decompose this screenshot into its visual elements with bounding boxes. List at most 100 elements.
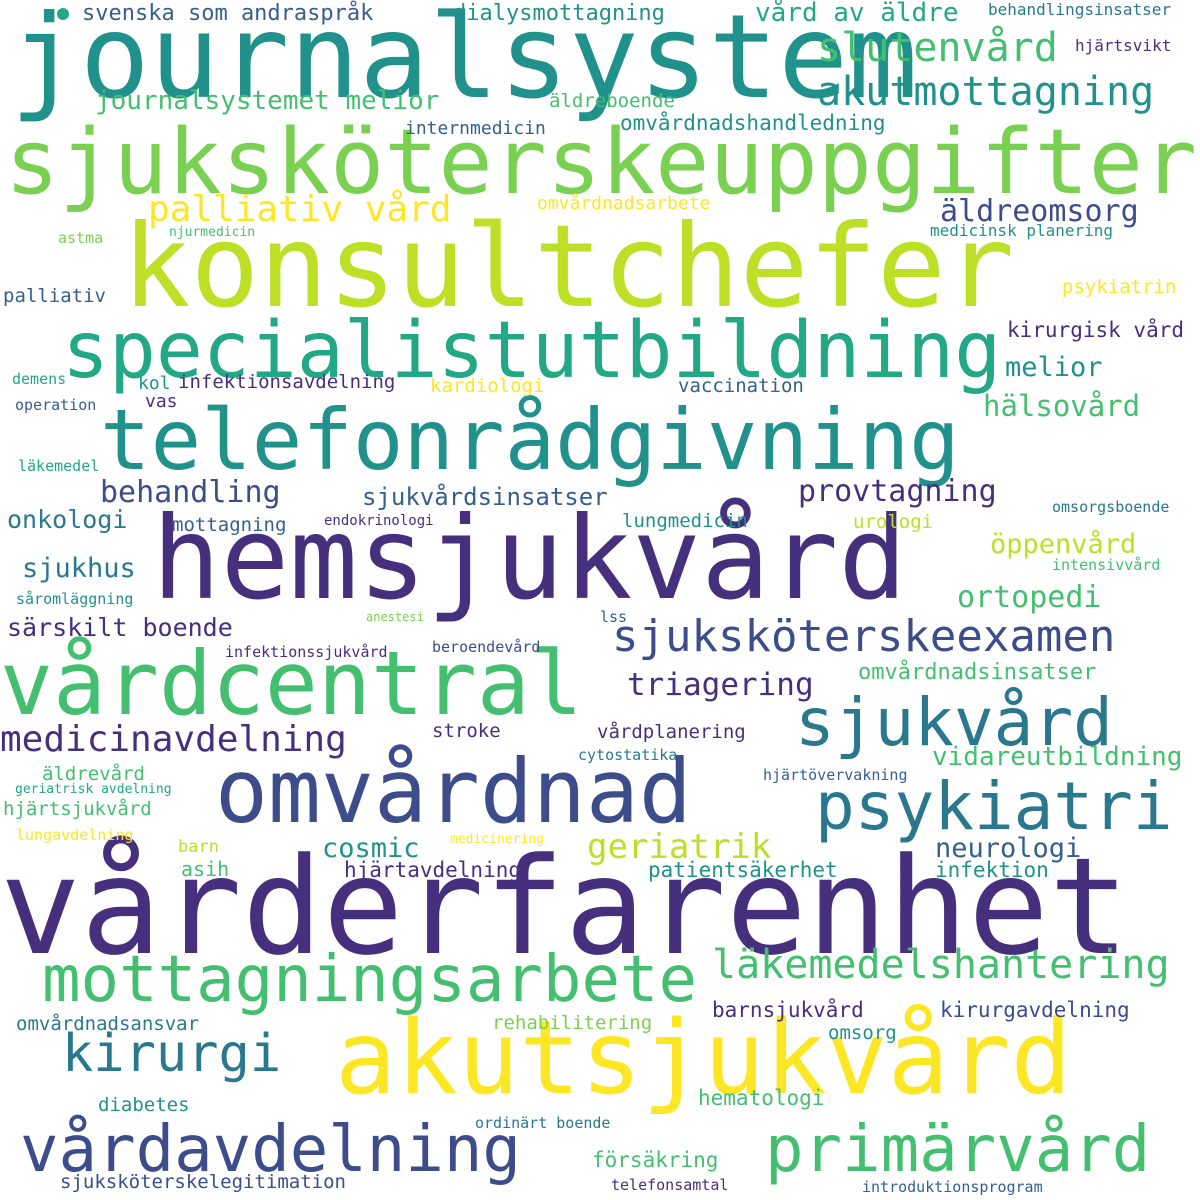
decorative-dot xyxy=(57,8,69,20)
word-17: sjuksköterskeexamen xyxy=(612,611,1116,662)
word-84: barn xyxy=(178,837,219,857)
word-6: hemsjukvård xyxy=(152,492,907,625)
word-60: intensivvård xyxy=(1052,556,1161,574)
word-99: telefonsamtal xyxy=(611,1176,729,1194)
word-18: läkemedelshantering xyxy=(712,942,1170,988)
word-98: sjuksköterskelegitimation xyxy=(60,1171,346,1193)
word-79: lungavdelning xyxy=(16,826,134,844)
word-37: palliativ xyxy=(3,285,106,307)
word-54: mottagning xyxy=(172,514,287,536)
word-89: omvårdnadsansvar xyxy=(16,1013,200,1035)
word-80: medicinering xyxy=(450,832,544,847)
word-41: hälsovård xyxy=(983,389,1141,423)
word-64: särskilt boende xyxy=(7,613,233,642)
word-86: hjärtavdelning xyxy=(344,858,522,882)
word-83: neurologi xyxy=(935,833,1082,864)
word-39: kirurgisk vård xyxy=(1007,318,1185,342)
word-12: vårdavdelning xyxy=(20,1113,521,1187)
word-29: hjärtsvikt xyxy=(1075,36,1172,55)
word-52: provtagning xyxy=(798,474,997,509)
word-28: behandlingsinsatser xyxy=(988,0,1172,19)
word-95: hematologi xyxy=(698,1086,825,1110)
word-42: demens xyxy=(12,370,67,388)
word-65: anestesi xyxy=(366,610,424,624)
word-62: ortopedi xyxy=(957,580,1102,615)
word-48: vas xyxy=(145,391,178,412)
word-16: psykiatri xyxy=(815,768,1173,845)
word-10: akutsjukvård xyxy=(335,999,1072,1118)
word-93: omsorg xyxy=(828,1022,897,1044)
word-92: kirurgavdelning xyxy=(940,998,1130,1022)
word-9: vårderfarenhet xyxy=(0,829,1130,985)
word-7: vårdcentral xyxy=(0,632,583,735)
word-4: specialistutbildning xyxy=(62,306,1002,396)
word-96: ordinärt boende xyxy=(475,1114,611,1132)
word-23: äldreomsorg xyxy=(940,194,1139,229)
word-26: svenska som andraspråk xyxy=(82,1,374,26)
word-70: triagering xyxy=(627,667,814,703)
word-63: såromläggning xyxy=(16,590,134,608)
word-71: stroke xyxy=(432,720,501,742)
word-33: omvårdnadsarbete xyxy=(537,193,711,214)
word-76: geriatrisk avdelning xyxy=(15,782,172,797)
word-59: öppenvård xyxy=(990,529,1137,560)
word-24: journalsystemet melior xyxy=(95,86,440,116)
word-57: urologi xyxy=(853,511,934,533)
word-43: kol xyxy=(138,373,171,394)
word-19: medicinavdelning xyxy=(0,719,347,760)
word-97: försäkring xyxy=(592,1148,719,1172)
word-87: patientsäkerhet xyxy=(648,858,838,882)
word-20: slutenvård xyxy=(817,25,1058,71)
word-81: cosmic xyxy=(322,833,420,864)
word-44: infektionsavdelning xyxy=(178,371,396,393)
word-91: barnsjukvård xyxy=(712,998,864,1022)
word-21: akutmottagning xyxy=(817,69,1155,115)
word-77: hjärtsjukvård xyxy=(3,798,152,820)
word-1: journalsystem xyxy=(10,0,918,125)
word-69: omvårdnadsinsatser xyxy=(858,660,1097,685)
word-2: sjuksköterskeuppgifter xyxy=(5,110,1198,215)
word-66: lss xyxy=(600,608,628,626)
word-45: kardiologi xyxy=(430,375,545,397)
word-34: medicinsk planering xyxy=(930,221,1114,240)
word-40: melior xyxy=(1005,352,1103,383)
word-61: sjukhus xyxy=(22,553,136,584)
word-46: vaccination xyxy=(678,375,804,397)
word-8: omvårdnad xyxy=(215,740,692,843)
word-27: dialysmottagning xyxy=(453,1,665,26)
word-68: beroendevård xyxy=(432,638,541,656)
word-74: vidareutbildning xyxy=(932,742,1183,772)
word-14: kirurgi xyxy=(62,1024,282,1084)
word-78: hjärtövervakning xyxy=(763,766,908,784)
word-58: omsorgsboende xyxy=(1052,498,1170,516)
word-5: telefonrådgivning xyxy=(100,391,960,489)
word-22: palliativ vård xyxy=(148,189,452,230)
word-47: operation xyxy=(15,396,97,414)
word-55: endokrinologi xyxy=(324,513,434,529)
word-50: behandling xyxy=(100,475,281,510)
word-72: vårdplanering xyxy=(597,721,746,743)
word-85: asih xyxy=(181,857,230,881)
word-88: infektion xyxy=(935,858,1049,882)
word-94: diabetes xyxy=(98,1094,190,1116)
word-38: psykiatrin xyxy=(1062,276,1177,298)
word-36: astma xyxy=(58,229,104,247)
word-90: rehabilitering xyxy=(492,1012,653,1034)
word-13: primärvård xyxy=(765,1113,1151,1187)
word-56: lungmedicin xyxy=(622,510,748,532)
word-35: njurmedicin xyxy=(169,225,256,240)
word-53: onkologi xyxy=(7,505,128,534)
word-51: sjukvårdsinsatser xyxy=(362,483,608,511)
word-73: cytostatika xyxy=(578,746,678,764)
word-100: introduktionsprogram xyxy=(862,1178,1043,1196)
word-25: vård av äldre xyxy=(755,0,959,28)
word-67: infektionssjukvård xyxy=(225,643,388,661)
word-75: äldrevård xyxy=(42,763,145,785)
word-49: läkemedel xyxy=(18,457,100,475)
word-31: internmedicin xyxy=(405,118,546,139)
word-30: äldreboende xyxy=(549,90,675,112)
word-32: omvårdnadshandledning xyxy=(620,111,886,135)
word-3: konsultchefer xyxy=(122,200,1015,333)
word-82: geriatrik xyxy=(587,827,772,867)
